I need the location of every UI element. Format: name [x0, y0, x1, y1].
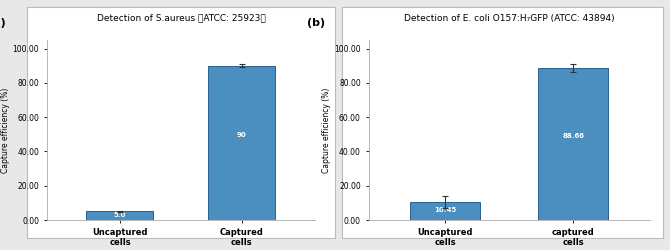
- Text: (a): (a): [0, 18, 5, 28]
- Y-axis label: Capture efficiency (%): Capture efficiency (%): [1, 87, 10, 173]
- Text: 88.66: 88.66: [562, 134, 584, 140]
- Bar: [86, 212, 153, 220]
- Text: 10.45: 10.45: [434, 207, 456, 213]
- Bar: [410, 202, 480, 220]
- Text: (b): (b): [307, 18, 325, 28]
- Title: Detection of E. coli O157:H₇GFP (ATCC: 43894): Detection of E. coli O157:H₇GFP (ATCC: 4…: [404, 14, 614, 22]
- Bar: [538, 68, 608, 220]
- Text: 90: 90: [237, 132, 247, 138]
- Y-axis label: Capture efficiency (%): Capture efficiency (%): [322, 87, 332, 173]
- Bar: [208, 66, 275, 220]
- Title: Detection of S.aureus （ATCC: 25923）: Detection of S.aureus （ATCC: 25923）: [96, 14, 265, 22]
- Text: 5.0: 5.0: [114, 212, 126, 218]
